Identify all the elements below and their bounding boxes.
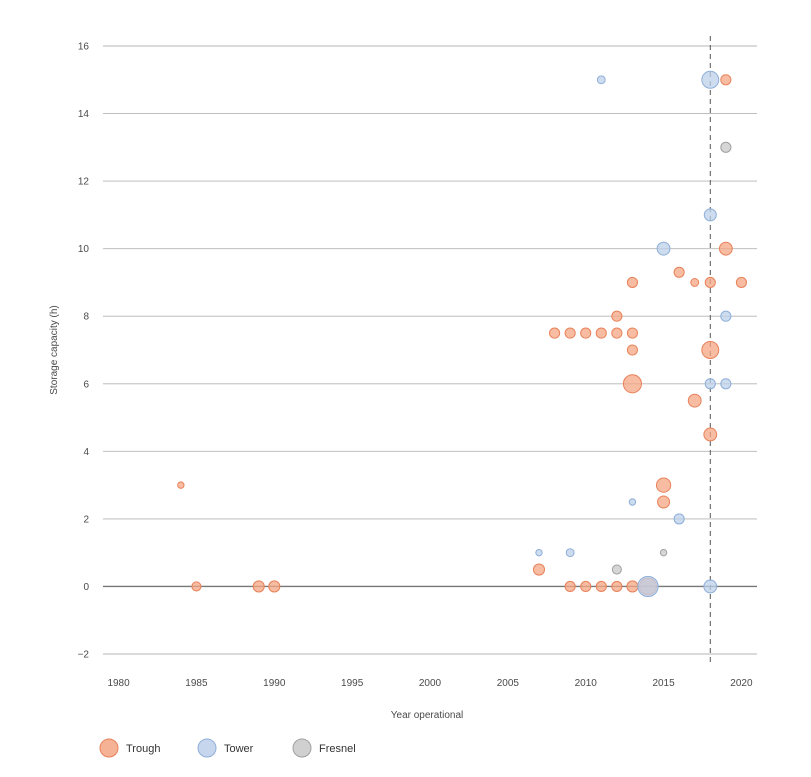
legend-item-fresnel: Fresnel (292, 738, 356, 758)
y-tick-label: 10 (78, 244, 90, 255)
trough-point (690, 278, 700, 287)
x-tick-label: 1980 (107, 678, 130, 689)
tower-point (565, 548, 575, 558)
legend-label: Tower (224, 743, 254, 755)
trough-point (701, 341, 720, 359)
x-tick-label: 2005 (497, 678, 520, 689)
y-tick-label: 14 (78, 109, 90, 120)
trough-point (611, 327, 623, 339)
x-axis-title: Year operational (391, 710, 463, 721)
x-tick-label: 1985 (185, 678, 208, 689)
trough-point (564, 580, 576, 593)
x-tick-label: 2000 (419, 678, 442, 689)
tower-point (720, 310, 732, 322)
trough-point (268, 580, 281, 593)
trough-point (549, 327, 561, 339)
y-tick-label: 2 (83, 514, 89, 525)
trough-point (580, 580, 592, 593)
tower-point (701, 70, 720, 89)
trough-point (703, 427, 718, 442)
tower-point (703, 579, 718, 594)
y-tick-label: 6 (83, 379, 89, 390)
trough-point (673, 266, 685, 278)
trough-point (191, 581, 202, 592)
tower-point (704, 378, 716, 390)
tower-point (720, 378, 732, 390)
trough-point (657, 495, 671, 509)
tower-point (596, 75, 606, 85)
tower-point (535, 548, 543, 557)
series-fresnel (611, 141, 732, 575)
x-tick-label: 2010 (575, 678, 598, 689)
trough-point (252, 580, 265, 593)
trough-point (595, 327, 607, 339)
fresnel-point (611, 564, 622, 575)
y-tick-label: 4 (83, 447, 89, 458)
x-axis-ticks: 1980 1985 1990 1995 2000 2005 2010 2015 2020 (107, 678, 753, 689)
tower-point (673, 513, 685, 525)
x-tick-label: 1990 (263, 678, 286, 689)
y-tick-label: 8 (83, 312, 89, 323)
trough-point (626, 276, 638, 289)
trough-point (718, 241, 733, 256)
x-tick-label: 1995 (341, 678, 364, 689)
trough-point (595, 580, 607, 593)
y-axis-ticks: 16 14 12 10 8 6 4 2 0 −2 (78, 42, 90, 661)
data-points (177, 70, 747, 598)
trough-point (704, 276, 716, 289)
trough-point (611, 580, 623, 593)
legend-marker (292, 738, 312, 758)
legend-marker (197, 738, 217, 758)
x-tick-label: 2020 (730, 678, 753, 689)
legend-item-trough: Trough (99, 738, 160, 758)
trough-point (626, 580, 639, 593)
y-axis-title: Storage capacity (h) (49, 305, 60, 395)
legend: Trough Tower Fresnel (99, 738, 356, 758)
legend-label: Fresnel (319, 743, 356, 755)
trough-point (687, 393, 702, 408)
trough-point (655, 477, 672, 493)
grid-lines (103, 45, 757, 655)
y-tick-label: 16 (78, 42, 90, 53)
trough-point (626, 344, 638, 356)
trough-point (735, 276, 747, 289)
legend-marker (99, 738, 119, 758)
legend-label: Trough (126, 743, 160, 755)
trough-point (177, 481, 185, 489)
tower-point (703, 208, 717, 222)
trough-point (580, 327, 592, 339)
y-tick-label: 0 (83, 582, 89, 593)
series-tower (535, 70, 732, 598)
series-trough (177, 74, 747, 596)
trough-point (626, 327, 638, 339)
fresnel-point (720, 141, 732, 153)
trough-point (611, 310, 623, 322)
tower-point (628, 498, 637, 506)
x-tick-label: 2015 (652, 678, 675, 689)
legend-item-tower: Tower (197, 738, 254, 758)
tower-point (656, 241, 671, 256)
y-tick-label: −2 (78, 650, 90, 661)
tower-point (637, 575, 659, 598)
trough-point (532, 563, 546, 576)
y-tick-label: 12 (78, 177, 90, 188)
fresnel-point (659, 548, 668, 557)
trough-point (622, 374, 642, 394)
trough-point (564, 327, 576, 339)
trough-point (720, 74, 732, 86)
